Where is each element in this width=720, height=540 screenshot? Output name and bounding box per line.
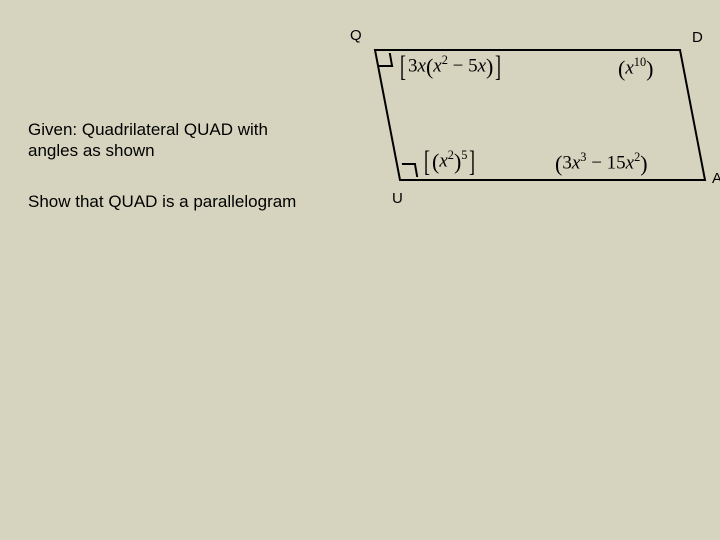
- show-text: Show that QUAD is a parallelogram: [28, 192, 296, 212]
- given-text-line2: angles as shown: [28, 141, 155, 161]
- vertex-a-label: A: [712, 170, 720, 187]
- expr-a: (3x3 − 15x2): [555, 150, 648, 174]
- vertex-u-label: U: [392, 190, 403, 207]
- angle-marker-q: [377, 53, 393, 67]
- expr-q: [3x(x2 − 5x)]: [398, 53, 503, 77]
- expr-d: (x10): [618, 55, 653, 79]
- expr-u: [(x2)5]: [422, 148, 477, 172]
- angle-marker-u: [402, 163, 418, 177]
- vertex-q-label: Q: [350, 27, 362, 44]
- vertex-d-label: D: [692, 29, 703, 46]
- given-text-line1: Given: Quadrilateral QUAD with: [28, 120, 268, 140]
- parallelogram-diagram: Q D U A [3x(x2 − 5x)] (x10) [(x2)5] (3x3…: [360, 35, 710, 205]
